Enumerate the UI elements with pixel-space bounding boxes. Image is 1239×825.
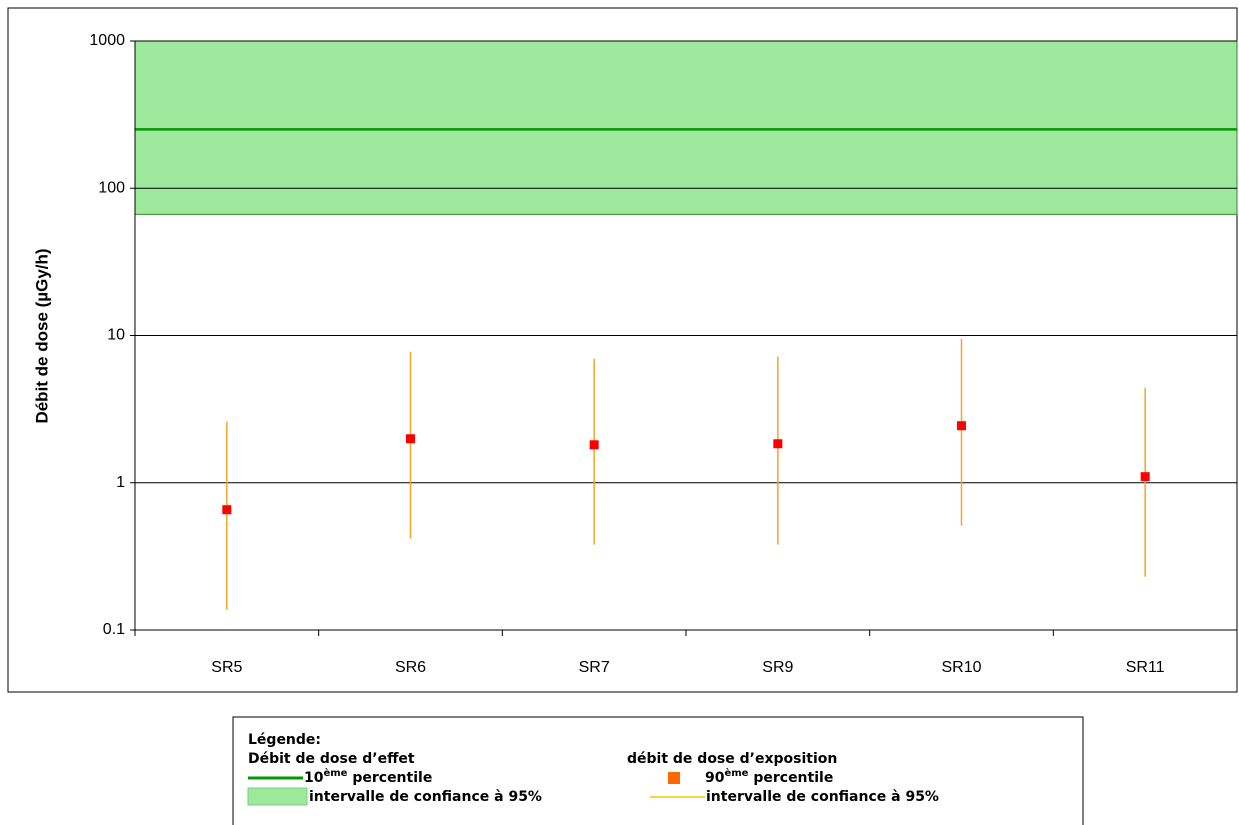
point xyxy=(957,421,966,431)
y-tick-label: 1000 xyxy=(89,32,125,49)
x-tick-label: SR7 xyxy=(579,659,610,676)
y-axis-label: Débit de dose (µGy/h) xyxy=(32,248,51,423)
x-tick-label: SR6 xyxy=(395,659,426,676)
legend-heading: Débit de dose d’effet xyxy=(248,751,415,767)
x-tick-label: SR10 xyxy=(941,659,981,676)
point xyxy=(589,440,599,450)
point xyxy=(1140,472,1150,482)
point xyxy=(406,434,415,444)
legend-text: 10 xyxy=(304,770,324,786)
legend-point-swatch xyxy=(668,772,680,784)
legend-label: intervalle de confiance à 95% xyxy=(706,789,939,805)
x-tick-label: SR9 xyxy=(762,659,793,676)
y-tick-label: 0.1 xyxy=(103,621,125,638)
legend-box xyxy=(232,716,1084,825)
legend-text: 90 xyxy=(705,770,725,786)
legend-title: Légende: xyxy=(248,732,321,748)
legend-label: intervalle de confiance à 95% xyxy=(309,789,542,805)
legend-heading: débit de dose d’exposition xyxy=(627,751,837,767)
legend-text: ème xyxy=(323,767,347,779)
legend-text: percentile xyxy=(347,770,432,786)
legend-text: ème xyxy=(724,767,748,779)
y-tick-label: 1 xyxy=(116,474,125,491)
y-tick-label: 10 xyxy=(107,327,125,344)
chart-frame xyxy=(7,7,1238,693)
legend-label: 90ème percentile xyxy=(705,767,833,786)
legend-text: percentile xyxy=(748,770,833,786)
x-tick-label: SR11 xyxy=(1126,659,1165,676)
legend-band-swatch xyxy=(247,787,308,806)
point xyxy=(222,505,232,515)
x-tick-label: SR5 xyxy=(211,659,242,676)
legend: Légende: Débit de dose d’effet 10ème per… xyxy=(232,716,1084,825)
point xyxy=(773,439,783,449)
y-tick-label: 100 xyxy=(98,179,125,196)
legend-label: 10ème percentile xyxy=(304,767,432,786)
